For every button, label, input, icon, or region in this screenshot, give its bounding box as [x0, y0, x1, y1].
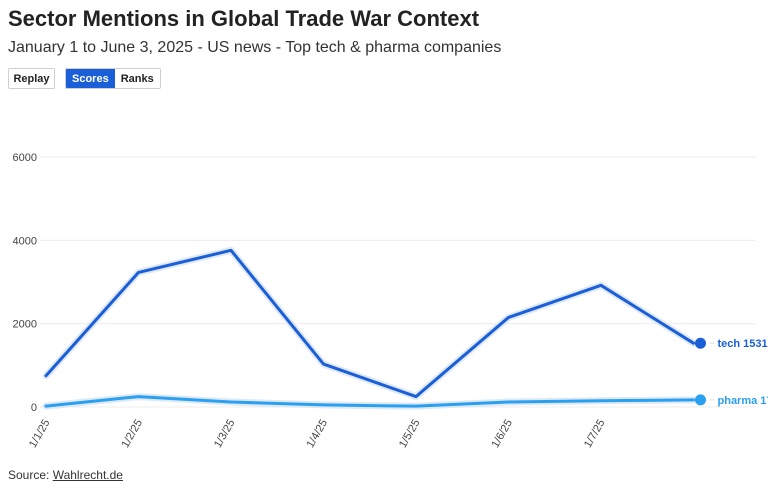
x-tick-label: 1/7/25	[582, 418, 608, 450]
scores-toggle-button[interactable]: Scores	[66, 69, 115, 88]
source-prefix: Source:	[8, 468, 53, 482]
x-tick-label: 1/4/25	[304, 418, 330, 450]
y-tick-label: 2000	[13, 319, 37, 331]
source-note: Source: Wahlrecht.de	[8, 468, 123, 482]
y-tick-label: 4000	[13, 235, 37, 247]
replay-button[interactable]: Replay	[8, 68, 55, 89]
x-tick-label: 1/5/25	[397, 418, 423, 450]
series-line-tech	[44, 248, 695, 399]
x-tick-label: 1/1/25	[27, 418, 53, 450]
ranks-toggle-button[interactable]: Ranks	[114, 69, 160, 88]
view-toggle: Scores Ranks	[65, 68, 161, 89]
source-link[interactable]: Wahlrecht.de	[52, 468, 123, 482]
series-end-point-tech	[695, 337, 706, 349]
page-title: Sector Mentions in Global Trade War Cont…	[8, 6, 480, 31]
series-end-label-pharma: pharma 170	[718, 395, 768, 407]
x-tick-label: 1/3/25	[212, 418, 238, 450]
y-tick-label: 6000	[13, 152, 37, 164]
series-line-pharma	[44, 395, 695, 408]
y-tick-label: 0	[31, 402, 37, 414]
x-tick-label: 1/6/25	[489, 418, 515, 450]
x-tick-label: 1/2/25	[119, 418, 145, 450]
page-subtitle: January 1 to June 3, 2025 - US news - To…	[8, 39, 502, 56]
series-end-point-pharma	[695, 394, 706, 406]
series-end-label-tech: tech 1531	[718, 338, 768, 350]
